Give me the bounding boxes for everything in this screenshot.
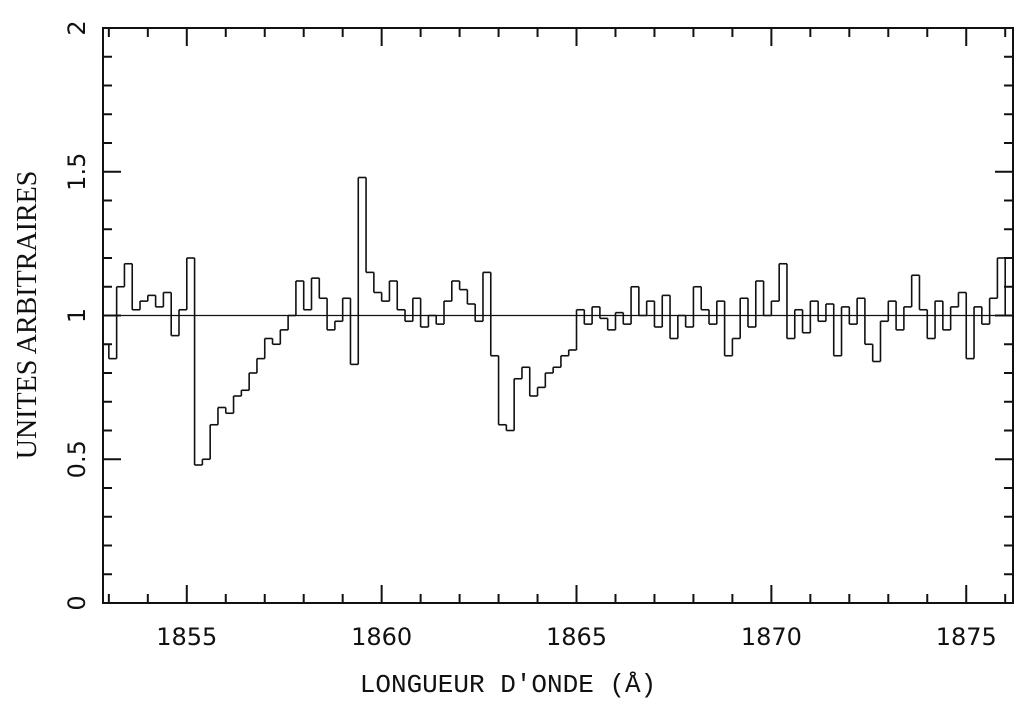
x-tick-label: 1875 — [936, 623, 997, 651]
x-tick-label: 1865 — [546, 623, 607, 651]
y-tick-label: 0 — [63, 595, 91, 610]
y-axis-title: UNITES ARBITRAIRES — [12, 171, 43, 460]
y-tick-label: 1.5 — [63, 153, 91, 191]
x-tick-label: 1855 — [156, 623, 217, 651]
x-axis-title: LONGUEUR D'ONDE (Å) — [360, 670, 656, 700]
step-connectors — [108, 177, 1007, 465]
y-tick-label: 0.5 — [63, 440, 91, 478]
y-tick-label: 2 — [63, 20, 91, 35]
x-tick-label: 1870 — [741, 623, 802, 651]
y-tick-label: 1 — [63, 308, 91, 323]
x-tick-label: 1860 — [351, 623, 412, 651]
